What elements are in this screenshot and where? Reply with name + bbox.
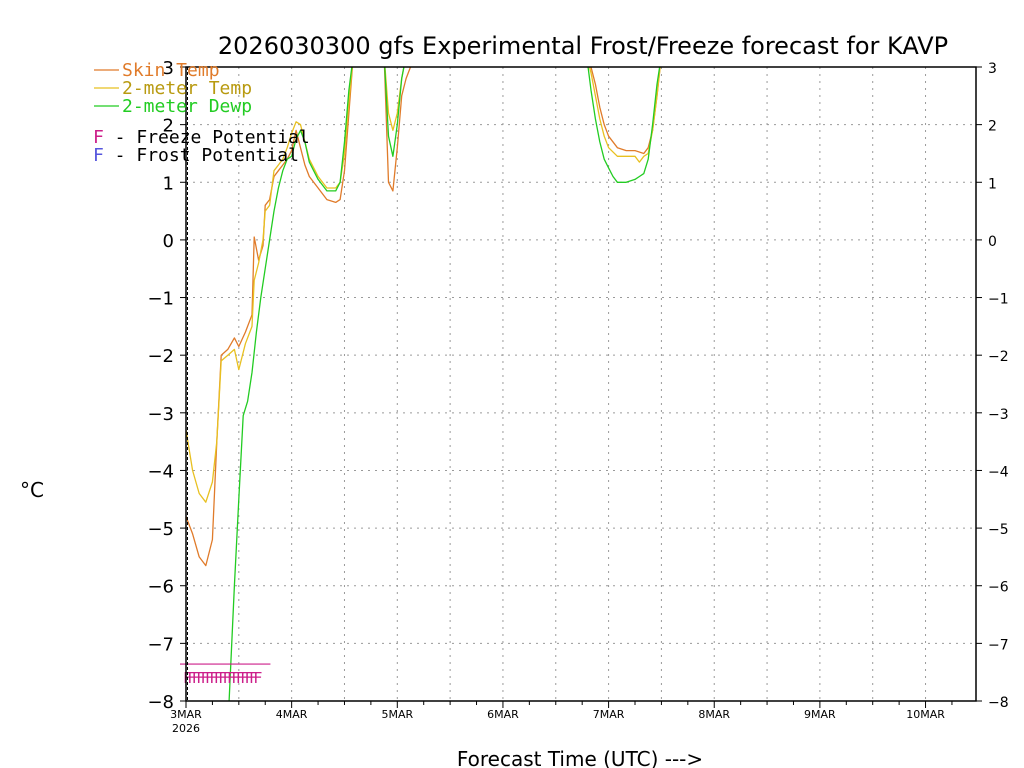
series-layer bbox=[186, 67, 661, 701]
y-tick-label-right: −5 bbox=[988, 522, 1009, 538]
y-tick-label: −4 bbox=[147, 461, 174, 482]
plot-frame bbox=[185, 66, 977, 702]
y-tick-label-right: −3 bbox=[988, 407, 1009, 423]
y-tick-label: −8 bbox=[147, 692, 174, 713]
y-axis-label: °C bbox=[20, 478, 44, 502]
legend-label: 2-meter Dewp bbox=[122, 96, 252, 117]
y-tick-label-right: −7 bbox=[988, 637, 1009, 653]
y-axis-left: −8 −7 −6 −5 −4 −3 −2 −1 0 1 2 3 bbox=[147, 58, 186, 713]
legend-marker-text: - Frost Potential bbox=[104, 145, 299, 166]
series-line-2-meter-temp bbox=[186, 67, 661, 503]
x-tick-label: 3MAR bbox=[170, 708, 202, 721]
y-tick-label: −2 bbox=[147, 346, 174, 367]
freeze-marker: F bbox=[240, 669, 249, 687]
freeze-marker: F bbox=[227, 669, 236, 687]
y-tick-label: −5 bbox=[147, 519, 174, 540]
legend-marker-symbol: F bbox=[93, 145, 104, 166]
y-axis-right: −8 −7 −6 −5 −4 −3 −2 −1 0 1 2 3 bbox=[976, 61, 1009, 711]
x-axis-label: Forecast Time (UTC) ---> bbox=[457, 747, 703, 768]
freeze-marker: F bbox=[209, 669, 218, 687]
y-tick-label-right: 1 bbox=[988, 176, 997, 192]
y-tick-label: 2 bbox=[163, 116, 174, 137]
x-tick-label: 9MAR bbox=[804, 708, 836, 721]
chart-title: 2026030300 gfs Experimental Frost/Freeze… bbox=[218, 32, 948, 60]
y-tick-label: −7 bbox=[147, 634, 174, 655]
freeze-marker: F bbox=[192, 669, 201, 687]
y-tick-label: −3 bbox=[147, 404, 174, 425]
x-tick-label: 10MAR bbox=[906, 708, 945, 721]
y-tick-label: 0 bbox=[163, 231, 174, 252]
x-tick-label: 6MAR bbox=[487, 708, 519, 721]
freeze-marker: F bbox=[214, 669, 223, 687]
freeze-marker: F bbox=[187, 669, 196, 687]
freeze-marker: F bbox=[236, 669, 245, 687]
freeze-marker: F bbox=[253, 669, 262, 687]
y-tick-label: 1 bbox=[163, 173, 174, 194]
x-tick-label: 8MAR bbox=[698, 708, 730, 721]
x-tick-label: 5MAR bbox=[381, 708, 413, 721]
freeze-marker: F bbox=[245, 669, 254, 687]
x-tick-label: 7MAR bbox=[593, 708, 625, 721]
x-tick-label: 4MAR bbox=[276, 708, 308, 721]
y-tick-label-right: −8 bbox=[988, 695, 1009, 711]
y-tick-label-right: 3 bbox=[988, 61, 997, 77]
legend-label: Skin Temp bbox=[122, 60, 220, 81]
freeze-marker: F bbox=[196, 669, 205, 687]
freeze-marker: F bbox=[201, 669, 210, 687]
y-tick-label: 3 bbox=[163, 58, 174, 79]
series-line-skin-temp bbox=[186, 67, 661, 567]
y-tick-label-right: −4 bbox=[988, 464, 1009, 480]
legend-marker-text: - Freeze Potential bbox=[104, 127, 310, 148]
freeze-marker: F bbox=[218, 669, 227, 687]
y-tick-label: −1 bbox=[147, 289, 174, 310]
legend-marker-symbol: F bbox=[93, 127, 104, 148]
y-tick-label-right: −6 bbox=[988, 580, 1009, 596]
legend-marker-entry: F - Freeze Potential bbox=[93, 127, 310, 148]
freeze-marker: F bbox=[231, 669, 240, 687]
y-tick-label-right: 0 bbox=[988, 234, 997, 250]
legend-label: 2-meter Temp bbox=[122, 78, 252, 99]
series-line-2-meter-dewp bbox=[228, 67, 661, 701]
y-tick-label: −6 bbox=[147, 577, 174, 598]
freeze-marker: F bbox=[249, 669, 258, 687]
freeze-marker: F bbox=[205, 669, 214, 687]
y-tick-label-right: −1 bbox=[988, 292, 1009, 308]
legend-marker-entry: F - Frost Potential bbox=[93, 145, 299, 166]
y-tick-label-right: −2 bbox=[988, 349, 1009, 365]
y-tick-label-right: 2 bbox=[988, 119, 997, 135]
x-tick-sublabel: 2026 bbox=[172, 722, 200, 735]
freeze-marker: F bbox=[223, 669, 232, 687]
